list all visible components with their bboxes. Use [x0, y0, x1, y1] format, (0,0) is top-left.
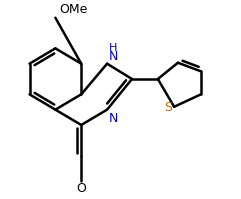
Text: N: N — [109, 50, 118, 63]
Text: O: O — [76, 182, 86, 195]
Text: H: H — [109, 43, 117, 53]
Text: N: N — [109, 112, 118, 125]
Text: S: S — [164, 101, 172, 114]
Text: OMe: OMe — [59, 3, 87, 16]
